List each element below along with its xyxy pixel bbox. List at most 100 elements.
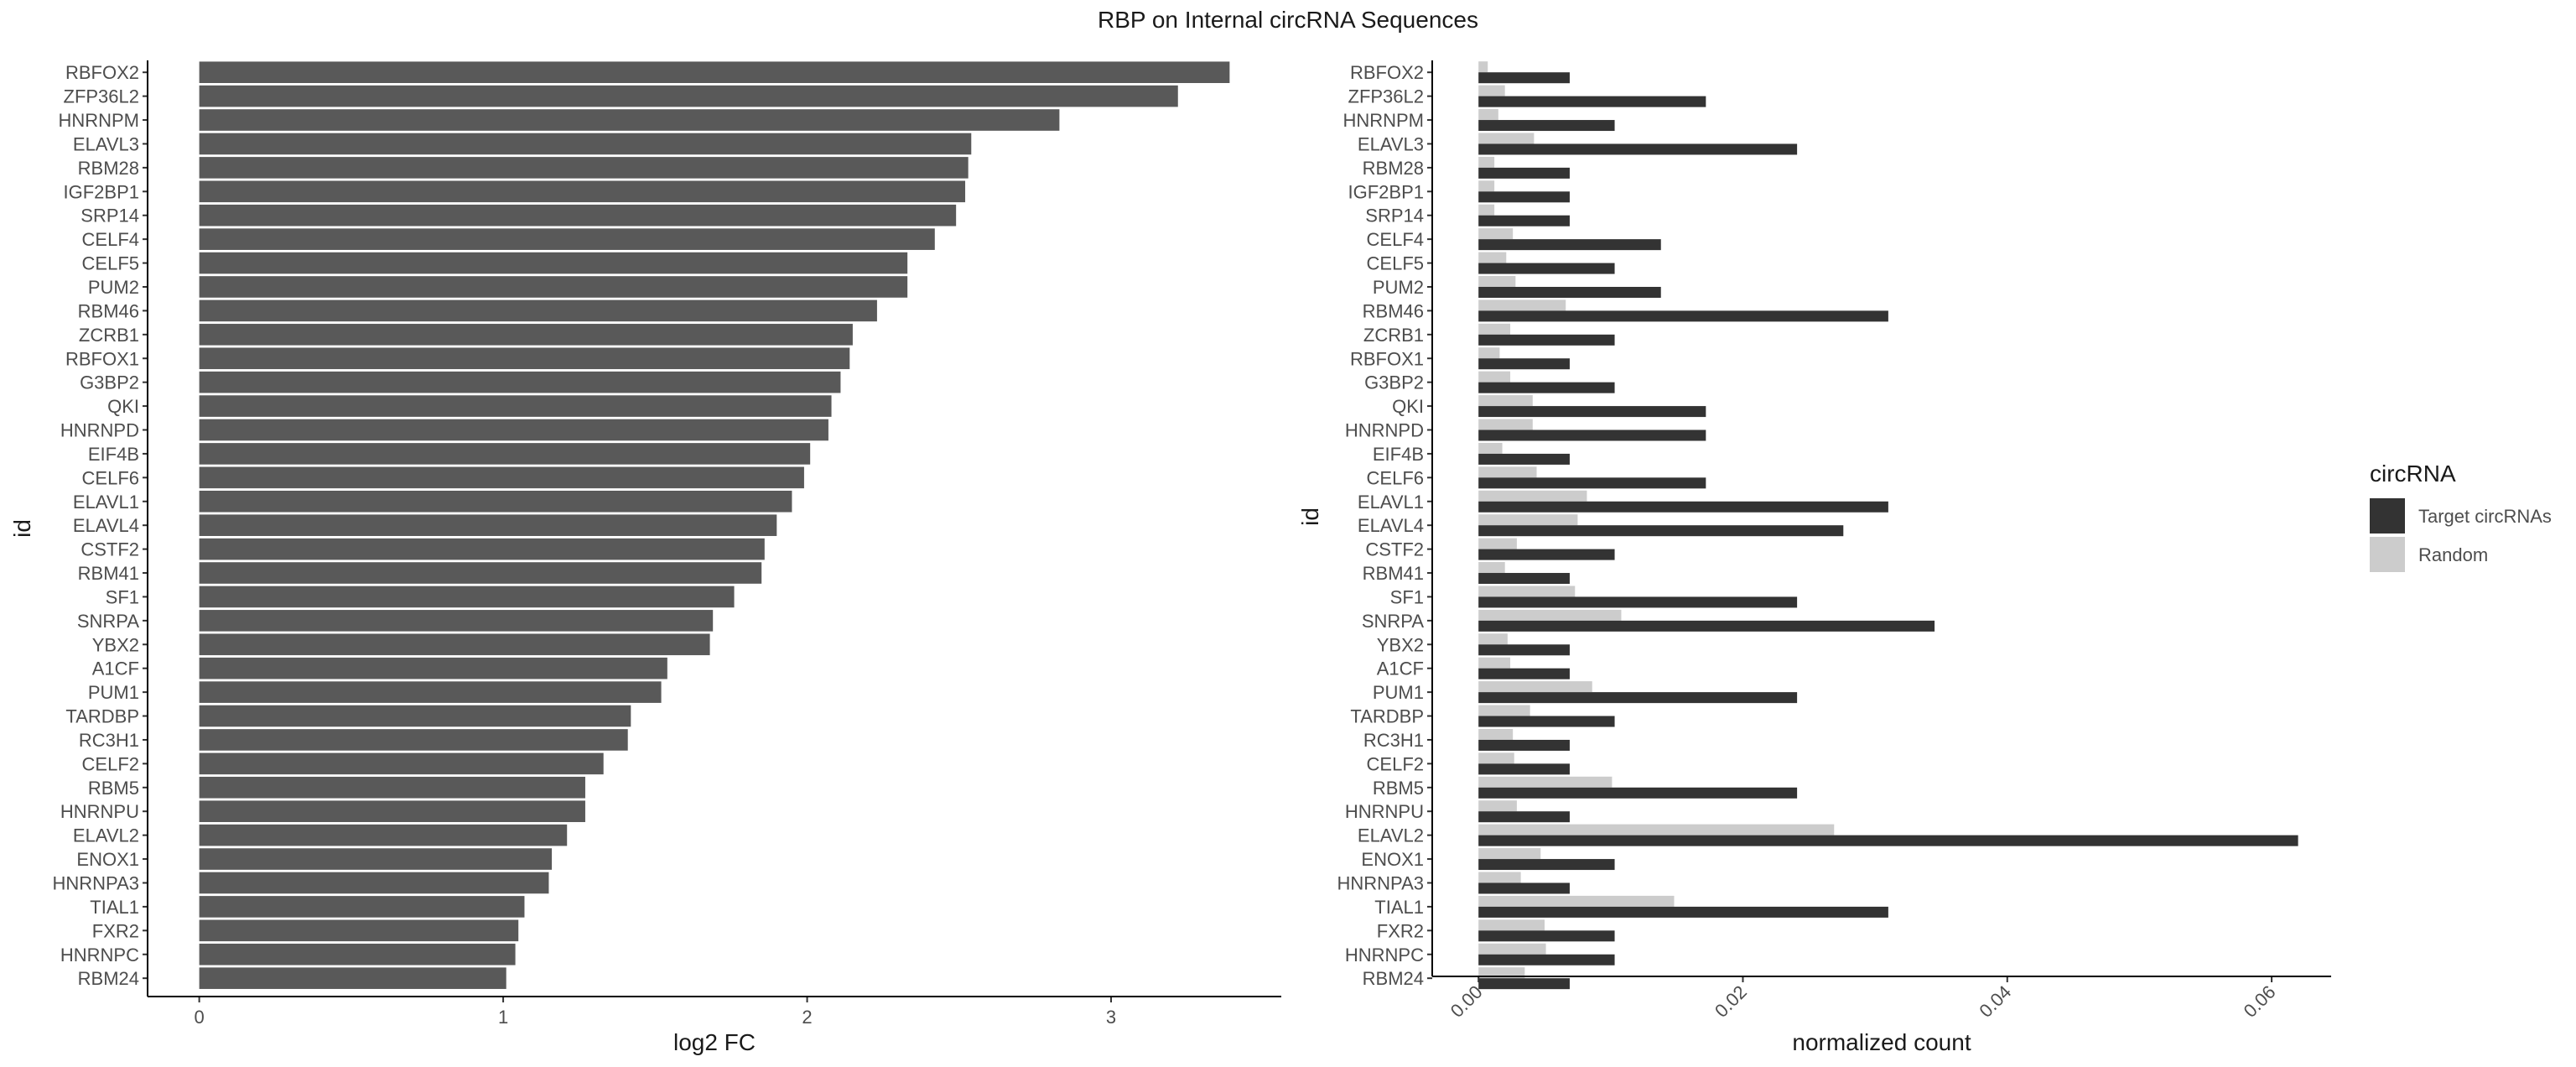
bar-random-srp14 <box>1478 204 1495 216</box>
bar-random-elavl4 <box>1478 514 1578 526</box>
y-tick-label: RBM5 <box>88 778 139 799</box>
bar-zcrb1 <box>199 324 853 346</box>
bar-snrpa <box>199 610 714 632</box>
y-tick-label: G3BP2 <box>80 372 139 393</box>
y-tick-label: CELF2 <box>82 753 139 774</box>
bar-celf4 <box>199 228 935 250</box>
y-tick-label: CELF5 <box>1367 253 1424 274</box>
bar-target-rbm41 <box>1478 573 1570 585</box>
bar-target-elavl3 <box>1478 143 1798 155</box>
bar-random-g3bp2 <box>1478 371 1511 383</box>
y-tick-label: SNRPA <box>77 611 139 632</box>
bar-target-eif4b <box>1478 453 1570 465</box>
y-tick-label: HNRNPD <box>60 420 139 441</box>
bar-random-cstf2 <box>1478 538 1517 549</box>
bar-target-srp14 <box>1478 215 1570 226</box>
bar-random-rbm28 <box>1478 156 1495 168</box>
bar-srp14 <box>199 204 957 226</box>
bar-a1cf <box>199 657 667 679</box>
y-tick-label: YBX2 <box>92 634 139 655</box>
y-tick-label: TIAL1 <box>90 897 139 918</box>
y-tick-label: RBFOX1 <box>1350 348 1424 369</box>
bar-random-rbfox2 <box>1478 61 1488 73</box>
bar-rbm5 <box>199 777 585 799</box>
x-tick-label: 0 <box>194 1007 204 1028</box>
bar-random-rbm46 <box>1478 299 1566 311</box>
bar-hnrnpm <box>199 109 1060 131</box>
right-x-axis-label: normalized count <box>1792 1029 1971 1055</box>
y-tick-label: ELAVL1 <box>73 492 139 513</box>
bar-elavl3 <box>199 133 972 155</box>
bar-random-hnrnpd <box>1478 419 1533 430</box>
y-tick-label: HNRNPM <box>58 110 139 131</box>
bar-random-igf2bp1 <box>1478 180 1495 192</box>
x-tick-label: 1 <box>498 1007 508 1028</box>
y-tick-label: HNRNPA3 <box>52 872 139 893</box>
bar-target-rbfox2 <box>1478 72 1570 84</box>
bar-target-elavl2 <box>1478 835 2298 846</box>
bar-rbm41 <box>199 562 762 584</box>
y-tick-label: CSTF2 <box>80 539 139 560</box>
bar-target-hnrnpa3 <box>1478 882 1570 894</box>
bar-pum1 <box>199 681 662 703</box>
bar-fxr2 <box>199 919 519 942</box>
y-tick-label: YBX2 <box>1377 634 1424 655</box>
bar-target-pum2 <box>1478 286 1661 298</box>
y-tick-label: CELF5 <box>82 253 139 274</box>
y-tick-label: CELF6 <box>1367 467 1424 488</box>
y-tick-label: RBM24 <box>78 968 139 989</box>
y-tick-label: HNRNPU <box>60 801 139 822</box>
bar-random-hnrnpm <box>1478 109 1498 121</box>
x-tick-label: 2 <box>802 1007 812 1028</box>
bar-rbfox1 <box>199 347 850 370</box>
bar-target-tardbp <box>1478 716 1615 727</box>
y-tick-label: RBFOX2 <box>1350 62 1424 83</box>
left-y-axis-label: id <box>9 519 35 538</box>
bar-random-fxr2 <box>1478 919 1545 931</box>
y-tick-label: A1CF <box>92 658 139 679</box>
y-tick-label: HNRNPD <box>1345 420 1424 441</box>
y-tick-label: ELAVL4 <box>73 515 139 536</box>
bar-target-enox1 <box>1478 859 1615 871</box>
bar-hnrnpu <box>199 800 585 823</box>
y-tick-label: CELF4 <box>82 229 139 250</box>
bar-target-hnrnpm <box>1478 120 1615 132</box>
bar-random-sf1 <box>1478 586 1576 597</box>
y-tick-label: CELF6 <box>82 467 139 488</box>
bar-target-qki <box>1478 406 1706 418</box>
right-y-axis-label: id <box>1297 507 1323 526</box>
y-tick-label: HNRNPU <box>1345 801 1424 822</box>
bar-random-pum2 <box>1478 275 1516 287</box>
bar-target-celf5 <box>1478 263 1615 274</box>
y-tick-label: SF1 <box>106 586 139 607</box>
bar-random-elavl1 <box>1478 490 1587 502</box>
bar-igf2bp1 <box>199 180 966 203</box>
bar-target-hnrnpu <box>1478 811 1570 823</box>
bar-eif4b <box>199 443 811 465</box>
y-tick-label: EIF4B <box>1373 444 1424 465</box>
y-tick-label: RBM28 <box>1363 158 1424 179</box>
bar-random-rbm24 <box>1478 967 1525 979</box>
bar-random-rc3h1 <box>1478 728 1514 740</box>
y-tick-label: ZFP36L2 <box>64 86 140 107</box>
y-tick-label: HNRNPC <box>1345 945 1424 966</box>
bar-target-celf4 <box>1478 239 1661 251</box>
y-tick-label: SRP14 <box>1365 206 1424 226</box>
y-tick-label: ZCRB1 <box>79 325 139 346</box>
y-tick-label: HNRNPM <box>1343 110 1424 131</box>
y-tick-label: RBM24 <box>1363 968 1424 989</box>
y-tick-label: ELAVL1 <box>1358 492 1424 513</box>
bar-rbfox2 <box>199 61 1230 83</box>
y-tick-label: SF1 <box>1390 586 1424 607</box>
y-tick-label: CELF4 <box>1367 229 1424 250</box>
y-tick-label: RBM28 <box>78 158 139 179</box>
y-tick-label: PUM2 <box>88 277 139 298</box>
bar-random-hnrnpa3 <box>1478 872 1521 883</box>
y-tick-label: ENOX1 <box>1361 849 1424 870</box>
bar-hnrnpc <box>199 943 516 966</box>
y-tick-label: RC3H1 <box>1363 730 1424 751</box>
bar-rbm46 <box>199 299 877 322</box>
y-tick-label: TARDBP <box>1350 706 1424 727</box>
